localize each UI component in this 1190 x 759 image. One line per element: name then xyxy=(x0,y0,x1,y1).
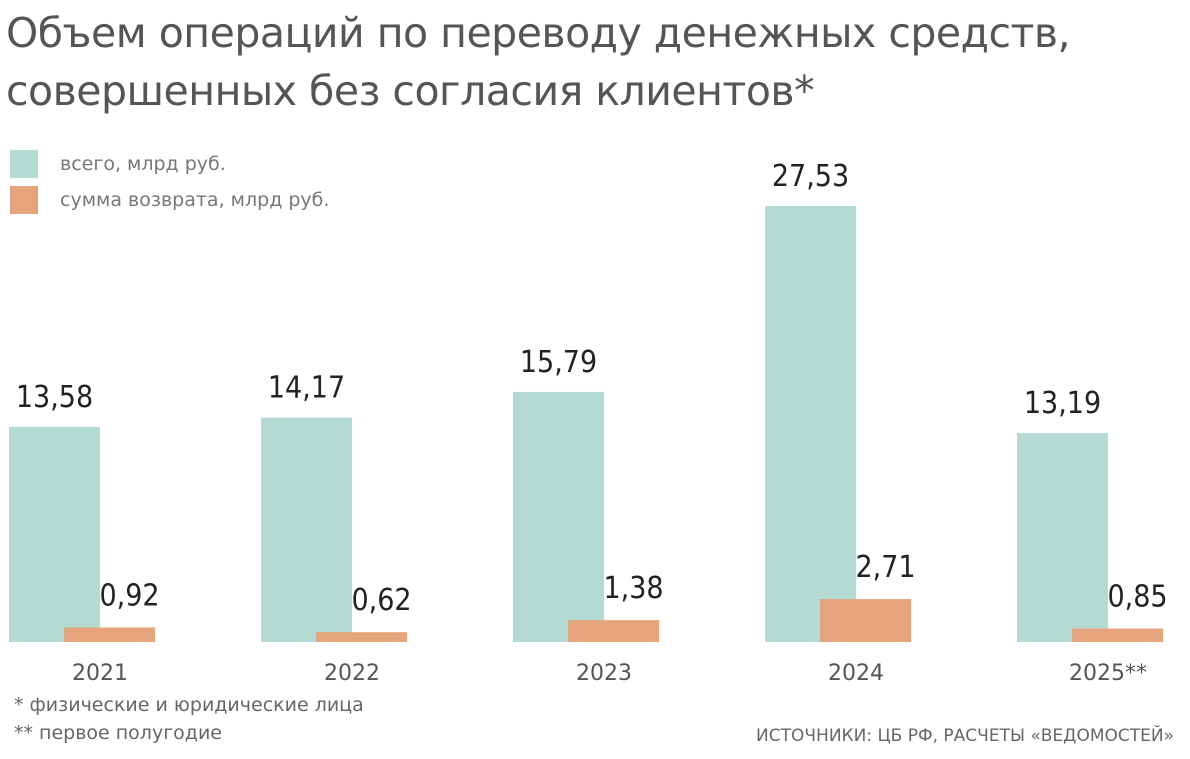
footnote-2: ** первое полугодие xyxy=(14,722,222,744)
legend: всего, млрд руб. сумма возврата, млрд ру… xyxy=(10,146,329,218)
data-label-total: 15,79 xyxy=(520,345,597,380)
bar-total xyxy=(9,426,100,642)
title-line-2: совершенных без согласия клиентов* xyxy=(6,67,815,115)
bar-total xyxy=(765,206,856,642)
data-label-refund: 0,62 xyxy=(351,583,411,618)
bar-refund xyxy=(820,599,911,642)
legend-label-total: всего, млрд руб. xyxy=(60,153,226,175)
bar-refund xyxy=(316,632,407,642)
bar-refund xyxy=(1072,628,1163,642)
title-line-1: Объем операций по переводу денежных сред… xyxy=(6,9,1071,57)
data-label-total: 13,58 xyxy=(16,380,93,415)
data-label-refund: 0,85 xyxy=(1107,580,1167,615)
data-label-total: 13,19 xyxy=(1024,386,1101,421)
bar-refund xyxy=(64,627,155,642)
data-label-refund: 0,92 xyxy=(99,578,159,613)
legend-swatch-refund xyxy=(10,186,38,214)
x-tick-label: 2025** xyxy=(1069,661,1147,686)
bar-refund xyxy=(568,620,659,642)
x-tick-label: 2021 xyxy=(72,661,128,686)
legend-item-refund: сумма возврата, млрд руб. xyxy=(10,182,329,218)
x-tick-label: 2023 xyxy=(576,661,632,686)
data-label-total: 27,53 xyxy=(772,159,849,194)
x-tick-label: 2024 xyxy=(828,661,884,686)
bar-total xyxy=(261,417,352,642)
data-label-refund: 1,38 xyxy=(603,571,663,606)
x-tick-label: 2022 xyxy=(324,661,380,686)
bar-total xyxy=(1017,433,1108,642)
legend-swatch-total xyxy=(10,150,38,178)
bar-total xyxy=(513,391,604,642)
source-note: ИСТОЧНИКИ: ЦБ РФ, РАСЧЕТЫ «ВЕДОМОСТЕЙ» xyxy=(756,726,1174,746)
legend-label-refund: сумма возврата, млрд руб. xyxy=(60,189,330,211)
data-label-total: 14,17 xyxy=(268,371,345,406)
legend-item-total: всего, млрд руб. xyxy=(10,146,329,182)
footnote-1: * физические и юридические лица xyxy=(14,694,364,716)
data-label-refund: 2,71 xyxy=(855,550,915,585)
chart-title: Объем операций по переводу денежных сред… xyxy=(6,4,1071,120)
